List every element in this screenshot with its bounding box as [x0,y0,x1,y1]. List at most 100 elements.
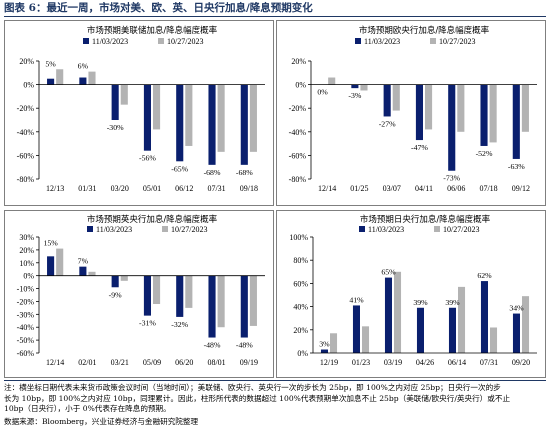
x-tick-label: 04/11 [415,184,433,193]
bar-series-2 [56,69,64,85]
legend-label: 11/03/2023 [96,225,132,234]
x-tick-label: 07/31 [207,184,225,193]
y-tick-label: 0% [23,81,34,90]
x-tick-label: 12/19 [320,358,338,367]
x-tick-label: 06/12 [175,184,193,193]
x-tick-label: 12/14 [46,358,64,367]
bar-series-2 [490,327,498,353]
data-label: 39% [445,298,460,307]
legend-label: 11/03/2023 [92,37,128,46]
legend-label: 11/03/2023 [368,225,404,234]
y-tick-label: -40% [17,128,35,137]
y-tick-label: -60% [17,349,35,358]
x-tick-label: 03/07 [383,184,401,193]
data-label: -56% [139,154,156,163]
data-source: 数据来源：Bloomberg，兴业证券经济与金融研究院整理 [4,417,199,426]
bar-series-1 [448,307,456,353]
bar-series-2 [249,84,257,152]
x-tick-label: 09/18 [240,184,258,193]
x-tick-label: 03/21 [111,358,129,367]
x-tick-label: 12/13 [46,184,64,193]
x-tick-label: 01/23 [352,358,370,367]
bar-series-1 [512,313,520,353]
legend-swatch [359,226,365,232]
x-tick-label: 09/19 [240,358,258,367]
bar-series-2 [56,248,64,276]
y-tick-label: -40% [289,128,307,137]
bar-series-1 [176,275,184,317]
bar-series-1 [208,84,216,165]
bar-series-1 [512,84,520,159]
y-tick-label: -20% [289,104,307,113]
data-label: 39% [413,298,428,307]
data-label: -73% [443,174,460,183]
data-label: -48% [236,341,253,350]
bar-series-2 [153,84,161,130]
bar-series-1 [351,84,359,89]
bar-series-1 [320,349,328,353]
boj-chart-panel: 市场预期日央行加息/降息幅度概率 11/03/2023 10/27/2023 100%… [276,210,546,378]
bar-series-1 [415,84,423,141]
bar-series-1 [384,277,392,353]
bar-series-2 [153,275,161,305]
bar-series-2 [458,286,466,353]
y-tick-label: 20% [19,246,34,255]
chart-title: 市场预期美联储加息/降息幅度概率 [87,25,218,36]
figure-title: 图表 6：最近一周，市场对美、欧、英、日央行加息/降息预期变化 [4,1,546,17]
bar-series-2 [521,84,529,132]
x-tick-label: 07/31 [480,358,498,367]
bar-series-2 [394,271,402,353]
data-label: 5% [45,59,56,68]
data-label: -52% [476,149,493,158]
data-label: -3% [348,91,361,100]
bar-series-2 [88,271,96,276]
x-tick-label: 01/25 [350,184,368,193]
bar-series-2 [120,84,128,105]
legend-swatch [430,38,436,44]
data-label: -27% [379,119,396,128]
y-tick-label: -10% [17,285,35,294]
y-tick-label: 0% [23,272,34,281]
bar-series-2 [489,84,497,143]
bar-series-2 [185,84,193,146]
x-tick-label: 03/19 [384,358,402,367]
data-label: 7% [78,257,89,266]
legend-swatch [158,38,164,44]
bar-series-1 [176,84,184,162]
legend-label: 10/27/2023 [171,225,207,234]
bar-series-2 [360,84,368,91]
bar-series-1 [240,275,248,338]
data-label: -68% [236,168,253,177]
y-tick-label: -20% [17,297,35,306]
legend-label: 10/27/2023 [167,37,203,46]
data-label: -65% [171,164,188,173]
y-tick-label: -40% [17,323,35,332]
x-tick-label: 06/20 [175,358,193,367]
legend-label: 11/03/2023 [364,37,400,46]
x-tick-label: 09/12 [512,184,530,193]
y-tick-label: 80% [293,256,308,265]
data-label: -63% [508,162,525,171]
bar-series-1 [352,305,360,353]
data-label: -47% [411,143,428,152]
x-tick-label: 05/09 [143,358,161,367]
bar-series-2 [328,77,336,85]
bar-series-1 [111,84,119,120]
ecb-chart-panel: 市场预期欧央行加息/降息幅度概率 11/03/2023 10/27/2023 20% 0… [276,20,546,206]
chart-title: 市场预期欧央行加息/降息幅度概率 [359,25,490,36]
fed-chart-panel: 市场预期美联储加息/降息幅度概率 11/03/2023 10/27/2023 20% 0… [4,20,274,206]
bar-series-2 [330,333,338,353]
legend-label: 10/27/2023 [439,37,475,46]
y-tick-label: 60% [293,279,308,288]
bar-series-2 [392,84,400,111]
bar-series-1 [143,84,151,151]
y-tick-label: -20% [17,104,35,113]
data-label: 65% [381,268,396,277]
data-label: -68% [204,168,221,177]
bar-series-2 [362,326,370,353]
bar-series-1 [416,307,424,353]
legend-swatch [434,226,440,232]
